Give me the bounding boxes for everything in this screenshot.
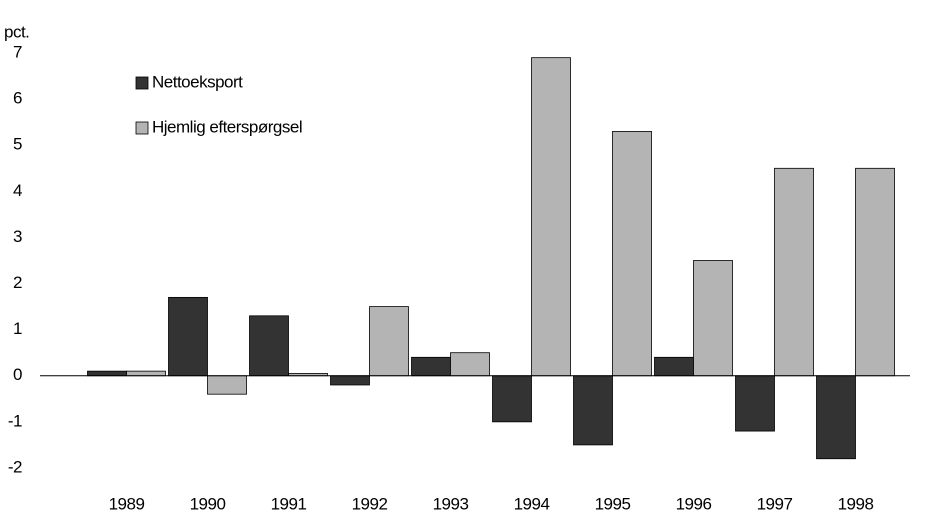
bar bbox=[411, 356, 451, 377]
bar bbox=[816, 375, 856, 460]
bar bbox=[369, 306, 409, 377]
bar bbox=[168, 296, 208, 377]
y-tick-label: 2 bbox=[13, 273, 22, 292]
x-tick-label: 1995 bbox=[595, 494, 631, 513]
x-tick-label: 1997 bbox=[757, 494, 793, 513]
x-tick-label: 1998 bbox=[838, 494, 874, 513]
bar bbox=[492, 375, 532, 423]
y-tick-label: 3 bbox=[13, 227, 22, 246]
x-tick-label: 1994 bbox=[514, 494, 550, 513]
bar bbox=[774, 167, 814, 377]
x-tick-label: 1990 bbox=[190, 494, 226, 513]
y-axis-label: pct. bbox=[4, 22, 29, 41]
legend-label: Nettoeksport bbox=[152, 72, 243, 91]
bar bbox=[207, 375, 247, 395]
x-tick-label: 1989 bbox=[109, 494, 145, 513]
y-tick-label: 4 bbox=[13, 181, 22, 200]
bar bbox=[126, 370, 166, 377]
x-tick-label: 1993 bbox=[433, 494, 469, 513]
y-tick-label: -1 bbox=[8, 411, 22, 430]
bar bbox=[855, 167, 895, 377]
y-tick-label: 1 bbox=[13, 319, 22, 338]
x-tick-label: 1991 bbox=[271, 494, 307, 513]
x-tick-label: 1996 bbox=[676, 494, 712, 513]
bar bbox=[330, 375, 370, 386]
bar bbox=[612, 131, 652, 377]
y-tick-label: 5 bbox=[13, 135, 22, 154]
bar bbox=[450, 352, 490, 377]
y-tick-label: 7 bbox=[13, 43, 22, 62]
legend-label: Hjemlig efterspørgsel bbox=[152, 117, 302, 136]
bar bbox=[693, 260, 733, 377]
legend-swatch bbox=[135, 76, 149, 90]
bar bbox=[735, 375, 775, 432]
bar bbox=[249, 315, 289, 377]
y-tick-label: 0 bbox=[13, 365, 22, 384]
bar bbox=[654, 356, 694, 377]
legend-swatch bbox=[135, 121, 149, 135]
y-tick-label: 6 bbox=[13, 89, 22, 108]
bar bbox=[531, 57, 571, 377]
x-tick-label: 1992 bbox=[352, 494, 388, 513]
bar bbox=[573, 375, 613, 446]
bar bbox=[87, 370, 127, 377]
y-tick-label: -2 bbox=[8, 457, 22, 476]
